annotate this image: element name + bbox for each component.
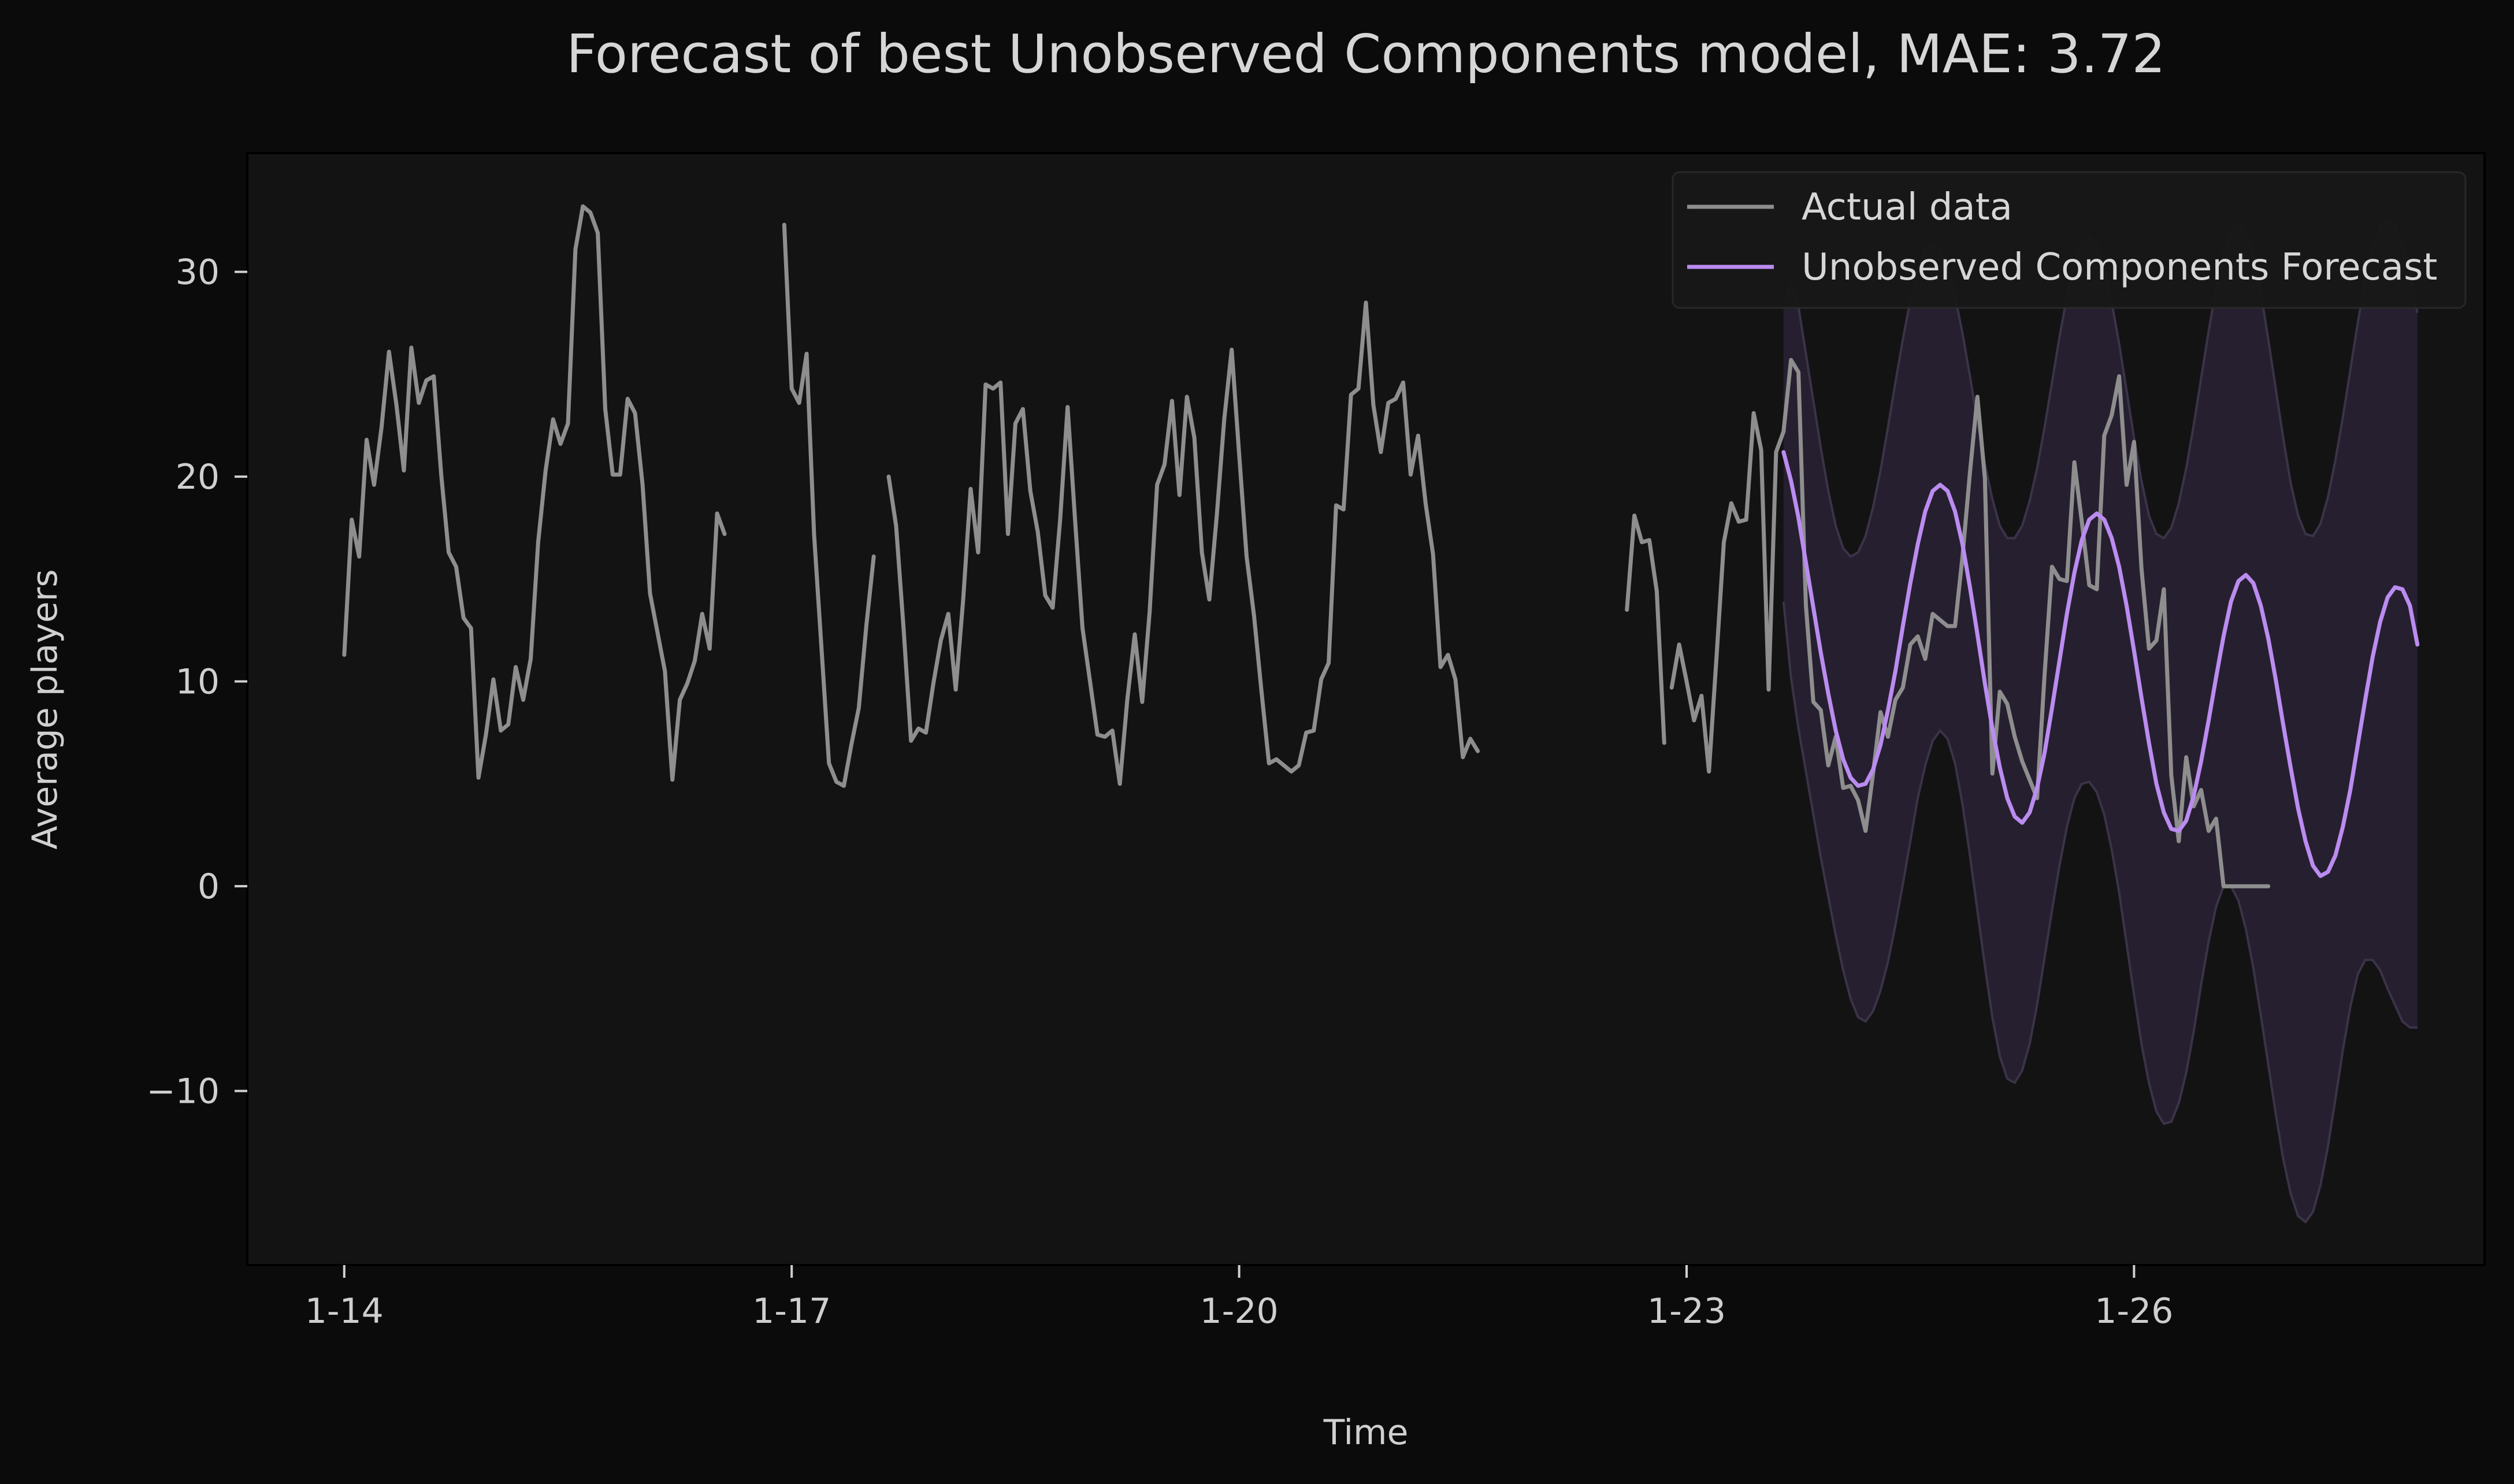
x-tick-label: 1-26 bbox=[2095, 1291, 2173, 1331]
y-tick-label: −10 bbox=[146, 1072, 220, 1112]
x-axis-label: Time bbox=[1323, 1412, 1409, 1453]
tick-layer: 1-14 1-17 1-20 1-23 1-26 30 20 10 0 −10 bbox=[146, 252, 2173, 1331]
forecast-confidence-band bbox=[1783, 218, 2418, 1222]
actual-data-line-segment-3 bbox=[886, 300, 1480, 786]
legend-label-forecast: Unobserved Components Forecast bbox=[1802, 246, 2438, 289]
x-tick-label: 1-17 bbox=[752, 1291, 831, 1331]
legend-box bbox=[1672, 171, 2467, 309]
y-tick-label: 20 bbox=[176, 457, 220, 497]
y-tick-label: 0 bbox=[198, 866, 220, 907]
chart-title: Forecast of best Unobserved Components m… bbox=[566, 23, 2166, 85]
actual-data-line-segment-5 bbox=[1669, 358, 2271, 888]
y-axis-label: Average players bbox=[25, 569, 65, 849]
x-tick-label: 1-20 bbox=[1200, 1291, 1279, 1331]
x-tick-label: 1-14 bbox=[305, 1291, 384, 1331]
legend-label-actual: Actual data bbox=[1802, 186, 2012, 229]
actual-data-line-segment-2 bbox=[782, 222, 876, 788]
forecast-mean-line bbox=[1781, 450, 2420, 878]
legend: Actual data Unobserved Components Foreca… bbox=[1672, 171, 2467, 309]
actual-data-line-segment-1 bbox=[342, 204, 727, 782]
y-tick-label: 10 bbox=[176, 662, 220, 702]
y-tick-label: 30 bbox=[176, 252, 220, 293]
forecast-lower-bound-line bbox=[1782, 601, 2418, 1224]
actual-data-line-segment-4 bbox=[1625, 514, 1666, 745]
series-layer bbox=[342, 204, 2420, 888]
x-tick-label: 1-23 bbox=[1647, 1291, 1726, 1331]
